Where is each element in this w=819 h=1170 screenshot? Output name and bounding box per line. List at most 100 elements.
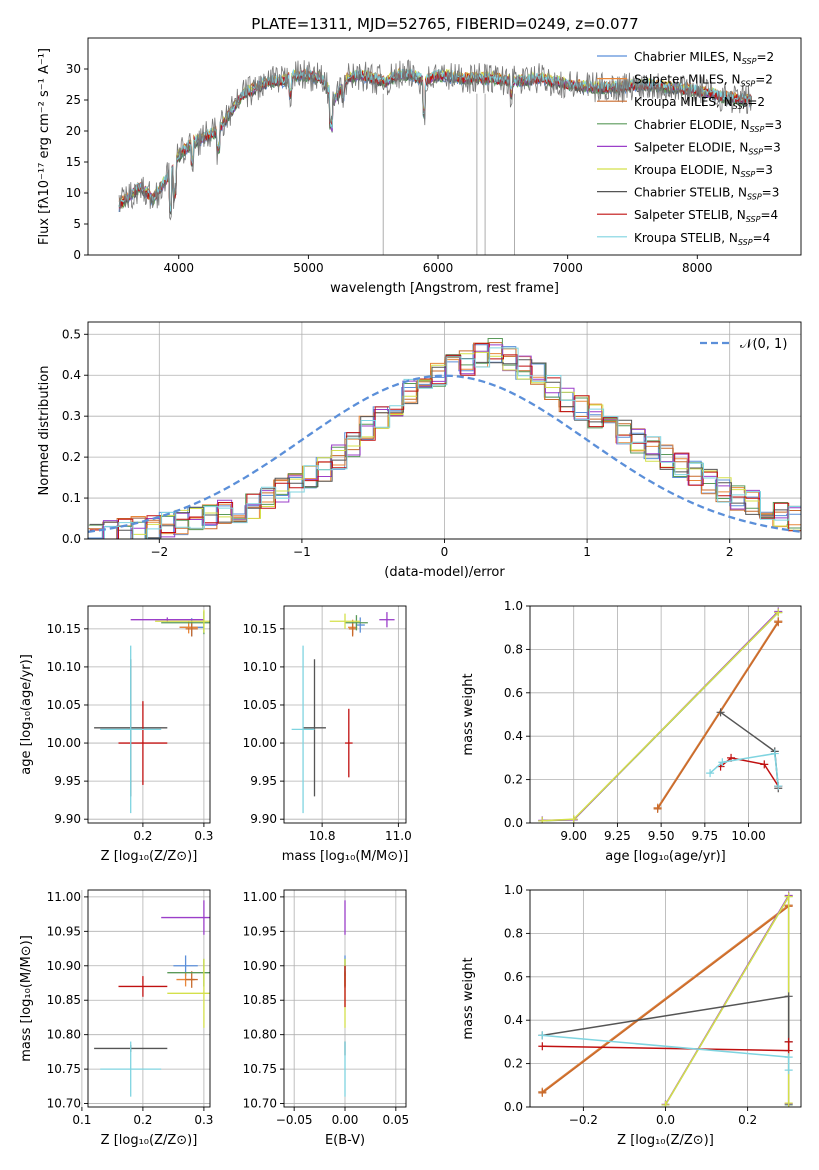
data-point xyxy=(774,782,783,791)
x-tick-label: 0.0 xyxy=(656,1113,675,1127)
y-tick-label: 10.10 xyxy=(243,660,277,674)
data-point xyxy=(706,769,715,778)
axes: 4000 5000 6000 7000 8000 0 5 10 15 20 25 30 waveleng… xyxy=(37,37,802,296)
y-tick-label: 0.8 xyxy=(504,642,523,656)
y-tick-label: 10 xyxy=(66,186,81,200)
mass-weight-vs-age-panel: 9.00 9.25 9.50 9.75 10.00 0.0 0.2 0.4 0.6 0.8 1.0 a… xyxy=(461,599,802,864)
normal-curve xyxy=(88,374,801,533)
legend-label-suffix: =2 xyxy=(755,73,773,87)
y-tick-label: 10.85 xyxy=(243,993,277,1007)
legend-label-subscript: SSP xyxy=(738,238,753,247)
legend-label: Salpeter MILES, NSSP=2 xyxy=(634,73,773,89)
series-line xyxy=(709,752,780,787)
series-line xyxy=(542,611,779,822)
spectrum-panel: 4000 5000 6000 7000 8000 0 5 10 15 20 25 30 waveleng… xyxy=(37,37,802,296)
x-tick-label: 0.00 xyxy=(332,1113,359,1127)
x-tick-label: 0 xyxy=(441,545,449,559)
y-axis-label: mass [log₁₀(M/M⊙)] xyxy=(19,935,34,1062)
data-point xyxy=(774,608,783,617)
y-tick-label: 0.1 xyxy=(62,491,81,505)
legend-label: Chabrier MILES, NSSP=2 xyxy=(634,50,774,66)
residual-histogram-panel: −2 −1 0 1 2 0.0 0.1 0.2 0.3 0.4 0.5 (data-model)/er… xyxy=(37,321,802,580)
series-line xyxy=(656,621,779,810)
y-tick-label: 10.80 xyxy=(243,1028,277,1042)
y-tick-label: 0.2 xyxy=(504,1057,523,1071)
data-point xyxy=(718,758,727,767)
data-point xyxy=(784,892,793,901)
plot-area xyxy=(538,607,783,823)
y-tick-label: 10.10 xyxy=(47,660,81,674)
y-tick-label: 10.00 xyxy=(243,736,277,750)
y-tick-label: 0.6 xyxy=(504,686,523,700)
x-tick-label: 8000 xyxy=(682,261,713,275)
grid-lines xyxy=(284,606,406,823)
legend-label-subscript: SSP xyxy=(742,57,757,66)
legend-label-subscript: SSP xyxy=(741,80,756,89)
plot-area xyxy=(538,891,793,1107)
data-point xyxy=(538,1042,547,1051)
x-tick-label: 6000 xyxy=(423,261,454,275)
y-tick-label: 10.85 xyxy=(47,993,81,1007)
axes: 9.00 9.25 9.50 9.75 10.00 0.0 0.2 0.4 0.6 0.8 1.0 a… xyxy=(461,599,802,864)
axes: −0.2 0.0 0.2 0.0 0.2 0.4 0.6 0.8 1.0 Z [log₁₀(Z/Z… xyxy=(461,883,802,1148)
y-tick-label: 0.2 xyxy=(504,773,523,787)
series-line xyxy=(541,904,790,1093)
legend-label-suffix: =3 xyxy=(764,118,782,132)
x-axis-label: mass [log₁₀(M/M⊙)] xyxy=(282,849,409,864)
legend-label-text: Chabrier STELIB, N xyxy=(634,186,747,200)
legend-label-text: Kroupa STELIB, N xyxy=(634,231,738,245)
grid-lines xyxy=(88,322,801,540)
y-tick-label: 0.5 xyxy=(62,327,81,341)
data-point xyxy=(774,618,783,627)
x-tick-label: 0.2 xyxy=(133,829,152,843)
y-tick-label: 10.70 xyxy=(243,1097,277,1111)
y-tick-label: 10.95 xyxy=(243,924,277,938)
x-tick-label: −1 xyxy=(293,545,311,559)
x-tick-label: −0.2 xyxy=(569,1113,598,1127)
y-tick-label: 10.75 xyxy=(243,1062,277,1076)
y-tick-label: 0.8 xyxy=(504,926,523,940)
y-tick-label: 10.00 xyxy=(47,736,81,750)
legend-label-text: Chabrier MILES, N xyxy=(634,50,742,64)
legend-label: Salpeter STELIB, NSSP=4 xyxy=(634,208,778,224)
grid-lines xyxy=(81,890,210,1107)
x-tick-label: −2 xyxy=(150,545,168,559)
x-tick-label: 9.75 xyxy=(691,829,718,843)
spectrum-title: PLATE=1311, MJD=52765, FIBERID=0249, z=0… xyxy=(251,15,638,33)
legend-label-suffix: =3 xyxy=(762,186,780,200)
legend-label: 𝒩(0, 1) xyxy=(740,337,787,352)
legend-label: Kroupa STELIB, NSSP=4 xyxy=(634,231,770,247)
legend-label-suffix: =2 xyxy=(756,50,774,64)
axes-frame xyxy=(87,605,211,824)
x-tick-label: 0.3 xyxy=(194,829,213,843)
mass-vs-extinction-panel: −0.05 0.00 0.05 10.70 10.75 10.80 10.85 10.90 10… xyxy=(243,889,409,1148)
x-axis-label: Z [log₁₀(Z/Z⊙)] xyxy=(101,1133,198,1148)
y-tick-label: 10.70 xyxy=(47,1097,81,1111)
legend-label-suffix: =2 xyxy=(747,95,765,109)
histogram-step xyxy=(89,344,801,539)
y-tick-label: 10.15 xyxy=(47,622,81,636)
y-tick-label: 15 xyxy=(66,155,81,169)
plot-area xyxy=(118,59,752,255)
data-point xyxy=(784,1037,793,1046)
series-line xyxy=(542,611,779,822)
series-line xyxy=(541,905,790,1094)
y-tick-label: 10.15 xyxy=(243,622,277,636)
y-tick-label: 10.05 xyxy=(243,698,277,712)
grid-lines xyxy=(530,605,801,824)
plot-area xyxy=(94,900,210,1097)
axes-frame xyxy=(529,889,802,1108)
y-tick-label: 0.4 xyxy=(62,368,81,382)
legend-label-subscript: SSP xyxy=(747,193,762,202)
legend-label-suffix: =4 xyxy=(753,231,771,245)
series-line xyxy=(664,893,790,1106)
legend-label-suffix: =4 xyxy=(760,208,778,222)
legend-label-text: Chabrier ELODIE, N xyxy=(634,118,750,132)
y-tick-label: 10.90 xyxy=(243,959,277,973)
data-point xyxy=(653,804,662,813)
y-tick-label: 10.05 xyxy=(47,698,81,712)
x-tick-label: 0.05 xyxy=(382,1113,409,1127)
x-tick-label: 0.2 xyxy=(133,1113,152,1127)
data-point xyxy=(784,1053,793,1062)
axes: 0.2 0.3 9.90 9.95 10.00 10.05 10.10 10.15 Z [log… xyxy=(19,605,213,864)
